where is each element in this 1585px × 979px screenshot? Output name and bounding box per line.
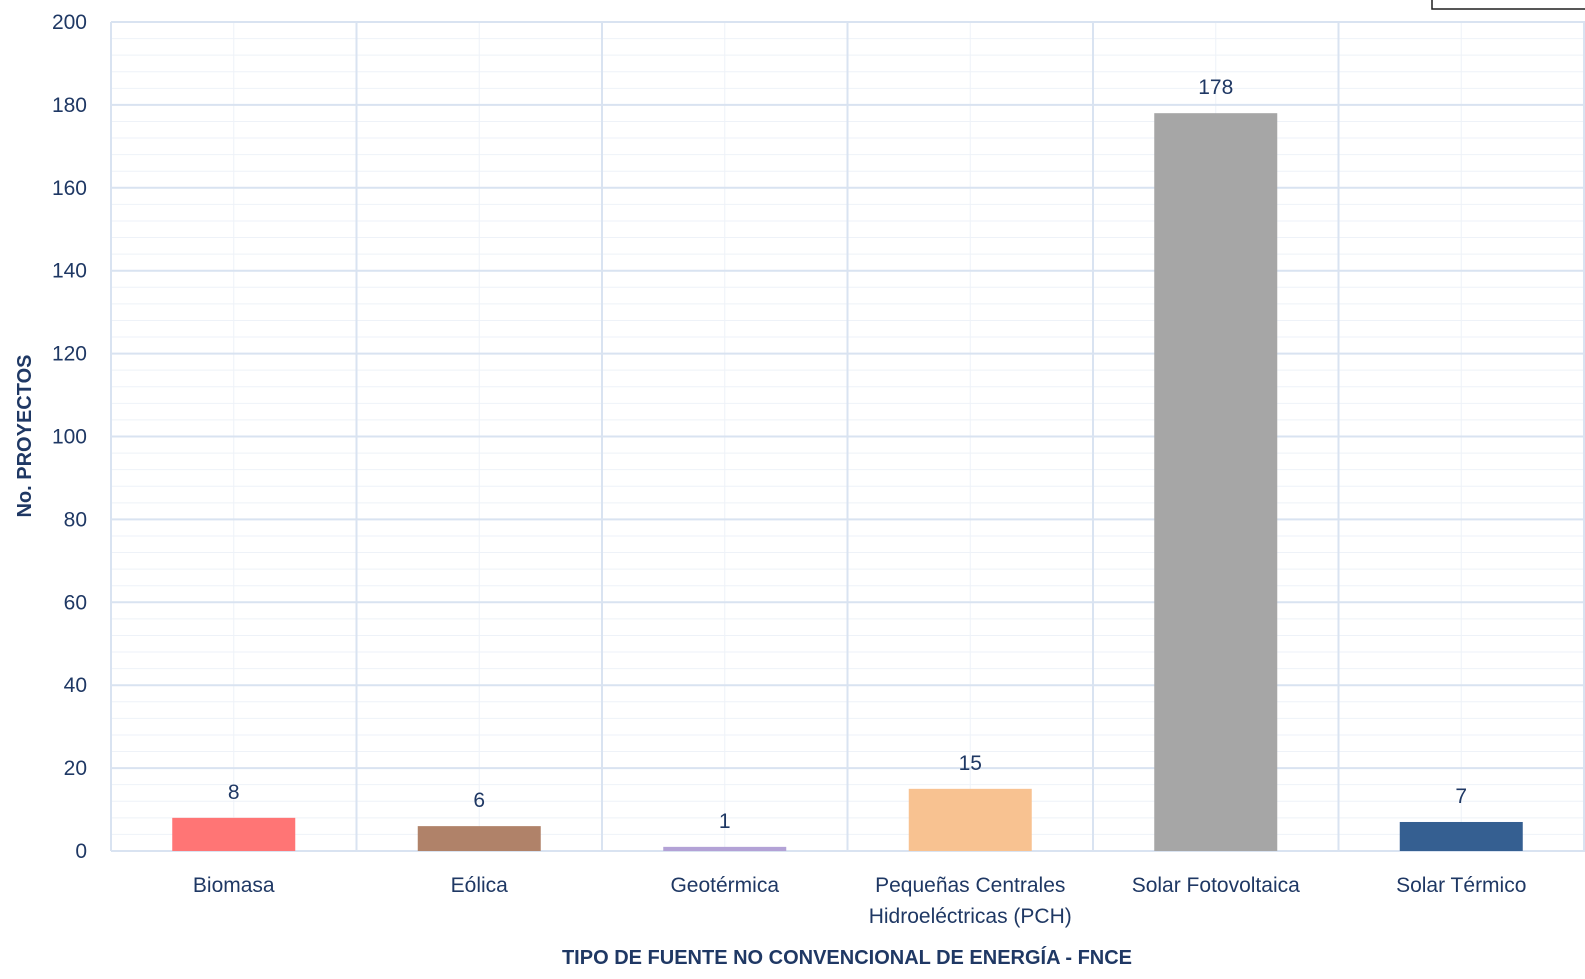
y-axis-title: No. PROYECTOS xyxy=(14,355,36,518)
bar xyxy=(663,846,787,851)
data-label: 6 xyxy=(473,789,485,812)
y-tick-label: 200 xyxy=(52,11,87,34)
bar xyxy=(417,826,541,851)
chart-bars xyxy=(172,113,1523,851)
y-tick-label: 120 xyxy=(52,343,87,366)
y-tick-label: 180 xyxy=(52,94,87,117)
bar xyxy=(908,788,1032,851)
chart-grid xyxy=(110,21,1585,852)
bar xyxy=(1399,821,1523,851)
data-label: 7 xyxy=(1455,785,1467,808)
data-label: 178 xyxy=(1198,76,1233,99)
data-label: 15 xyxy=(959,752,982,775)
legend-box-edge xyxy=(1431,0,1585,10)
bar xyxy=(172,817,296,851)
x-category-label: Biomasa xyxy=(193,874,275,897)
y-tick-label: 100 xyxy=(52,426,87,449)
bar xyxy=(1154,113,1278,851)
data-label: 1 xyxy=(719,810,731,833)
y-tick-label: 0 xyxy=(75,840,87,863)
x-category-label: Solar Fotovoltaica xyxy=(1132,874,1300,897)
x-category-label: Geotérmica xyxy=(670,874,779,897)
y-tick-label: 60 xyxy=(64,591,87,614)
x-category-label: Eólica xyxy=(451,874,509,897)
y-tick-label: 40 xyxy=(64,674,87,697)
y-tick-label: 20 xyxy=(64,757,87,780)
x-category-label: Solar Térmico xyxy=(1396,874,1526,897)
chart-labels: 0 20 40 60 80 100 120 140 160 180 200 8 Biomasa 6 Eóli… xyxy=(52,11,1526,928)
x-category-label: Pequeñas Centrales Hidroeléctricas (PCH) xyxy=(869,874,1072,928)
data-label: 8 xyxy=(228,781,240,804)
x-axis-title: TIPO DE FUENTE NO CONVENCIONAL DE ENERGÍ… xyxy=(562,946,1132,969)
y-tick-label: 140 xyxy=(52,260,87,283)
y-tick-label: 160 xyxy=(52,177,87,200)
y-tick-label: 80 xyxy=(64,508,87,531)
